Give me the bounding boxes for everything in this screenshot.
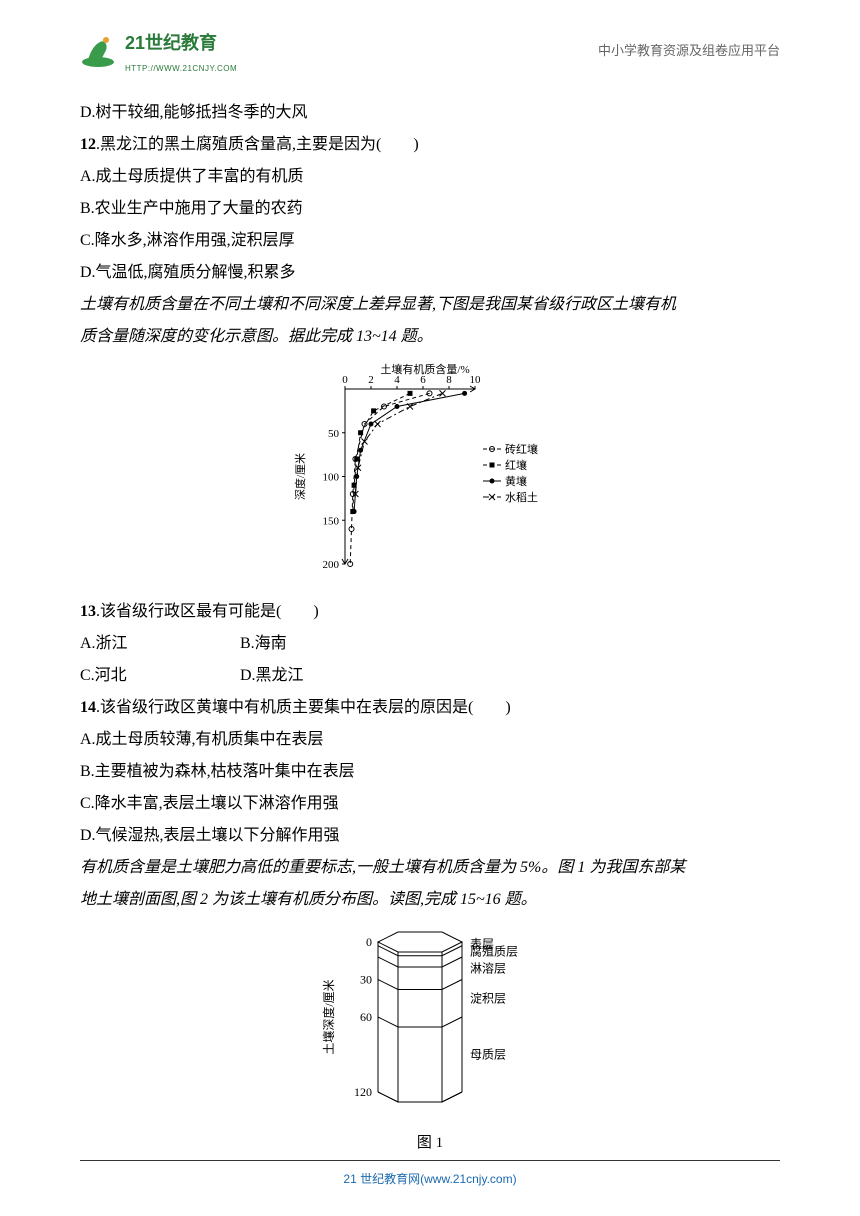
- logo-icon: [80, 34, 120, 69]
- svg-text:砖红壤: 砖红壤: [505, 442, 538, 456]
- q14-opt-b: B.主要植被为森林,枯枝落叶集中在表层: [80, 756, 780, 788]
- svg-text:50: 50: [328, 428, 340, 440]
- q12-stem: 12.黑龙江的黑土腐殖质含量高,主要是因为( ): [80, 129, 780, 161]
- svg-text:150: 150: [323, 515, 340, 527]
- intro-13-14-a: 土壤有机质含量在不同土壤和不同深度上差异显著,下图是我国某省级行政区土壤有机: [80, 289, 780, 321]
- svg-text:100: 100: [323, 472, 340, 484]
- intro-13-14-b: 质含量随深度的变化示意图。据此完成 13~14 题。: [80, 321, 780, 353]
- q12-number: 12: [80, 136, 96, 153]
- figure-chart2: 03060120土壤深度/厘米表层腐殖质层淋溶层淀积层母质层 图 1: [80, 924, 780, 1158]
- svg-text:6: 6: [420, 374, 426, 386]
- q13-opt-b: B.海南: [240, 628, 400, 660]
- q12-text: .黑龙江的黑土腐殖质含量高,主要是因为( ): [96, 136, 419, 153]
- q12-opt-c: C.降水多,淋溶作用强,淀积层厚: [80, 225, 780, 257]
- footer-url: (www.21cnjy.com): [420, 1172, 516, 1186]
- q14-opt-c: C.降水丰富,表层土壤以下淋溶作用强: [80, 788, 780, 820]
- q13-opt-d: D.黑龙江: [240, 660, 400, 692]
- header-right-text: 中小学教育资源及组卷应用平台: [598, 38, 780, 64]
- q14-opt-d: D.气候湿热,表层土壤以下分解作用强: [80, 820, 780, 852]
- svg-text:4: 4: [394, 374, 400, 386]
- svg-text:10: 10: [470, 374, 482, 386]
- svg-text:0: 0: [342, 374, 348, 386]
- q12-opt-b: B.农业生产中施用了大量的农药: [80, 193, 780, 225]
- svg-text:120: 120: [354, 1085, 372, 1099]
- logo-sub-text: HTTP://WWW.21CNJY.COM: [125, 61, 237, 77]
- svg-text:腐殖质层: 腐殖质层: [470, 943, 518, 958]
- svg-text:水稻土: 水稻土: [505, 491, 538, 504]
- intro-15-16-b: 地土壤剖面图,图 2 为该土壤有机质分布图。读图,完成 15~16 题。: [80, 884, 780, 916]
- q14-stem: 14.该省级行政区黄壤中有机质主要集中在表层的原因是( ): [80, 692, 780, 724]
- svg-text:60: 60: [360, 1010, 372, 1024]
- svg-text:淋溶层: 淋溶层: [470, 960, 506, 975]
- q14-opt-a: A.成土母质较薄,有机质集中在表层: [80, 724, 780, 756]
- logo-text-block: 21世纪教育 HTTP://WWW.21CNJY.COM: [125, 25, 237, 77]
- svg-text:8: 8: [446, 374, 452, 386]
- q13-opt-a: A.浙江: [80, 628, 240, 660]
- logo-area: 21世纪教育 HTTP://WWW.21CNJY.COM: [80, 25, 237, 77]
- svg-text:30: 30: [360, 973, 372, 987]
- svg-text:黄壤: 黄壤: [505, 474, 527, 488]
- q14-number: 14: [80, 699, 96, 716]
- q14-text: .该省级行政区黄壤中有机质主要集中在表层的原因是( ): [96, 699, 511, 716]
- q13-number: 13: [80, 603, 96, 620]
- figure-chart1: 土壤有机质含量/%024681050100150200深度/厘米砖红壤红壤黄壤水…: [80, 361, 780, 588]
- prev-option-d: D.树干较细,能够抵挡冬季的大风: [80, 97, 780, 129]
- svg-text:土壤深度/厘米: 土壤深度/厘米: [321, 979, 336, 1054]
- svg-text:0: 0: [366, 935, 372, 949]
- soil-profile-diagram: 03060120土壤深度/厘米表层腐殖质层淋溶层淀积层母质层: [315, 924, 545, 1114]
- content-body: D.树干较细,能够抵挡冬季的大风 12.黑龙江的黑土腐殖质含量高,主要是因为( …: [0, 82, 860, 1206]
- fig1-caption: 图 1: [80, 1128, 780, 1158]
- footer-cn: 21 世纪教育网: [343, 1172, 420, 1186]
- soil-organic-chart: 土壤有机质含量/%024681050100150200深度/厘米砖红壤红壤黄壤水…: [290, 361, 570, 576]
- svg-text:母质层: 母质层: [470, 1048, 506, 1062]
- svg-text:200: 200: [323, 559, 340, 571]
- svg-text:红壤: 红壤: [505, 458, 527, 472]
- logo-main-text: 21世纪教育: [125, 33, 217, 53]
- svg-text:淀积层: 淀积层: [470, 991, 506, 1005]
- q13-row1: A.浙江 B.海南: [80, 628, 780, 660]
- q12-opt-d: D.气温低,腐殖质分解慢,积累多: [80, 257, 780, 289]
- svg-text:2: 2: [368, 374, 374, 386]
- q13-opt-c: C.河北: [80, 660, 240, 692]
- svg-text:深度/厘米: 深度/厘米: [293, 453, 307, 500]
- q13-stem: 13.该省级行政区最有可能是( ): [80, 596, 780, 628]
- q12-opt-a: A.成土母质提供了丰富的有机质: [80, 161, 780, 193]
- q13-row2: C.河北 D.黑龙江: [80, 660, 780, 692]
- page-header: 21世纪教育 HTTP://WWW.21CNJY.COM 中小学教育资源及组卷应…: [0, 0, 860, 82]
- intro-15-16-a: 有机质含量是土壤肥力高低的重要标志,一般土壤有机质含量为 5%。图 1 为我国东…: [80, 852, 780, 884]
- q13-text: .该省级行政区最有可能是( ): [96, 603, 319, 620]
- page-footer: 21 世纪教育网(www.21cnjy.com): [80, 1160, 780, 1191]
